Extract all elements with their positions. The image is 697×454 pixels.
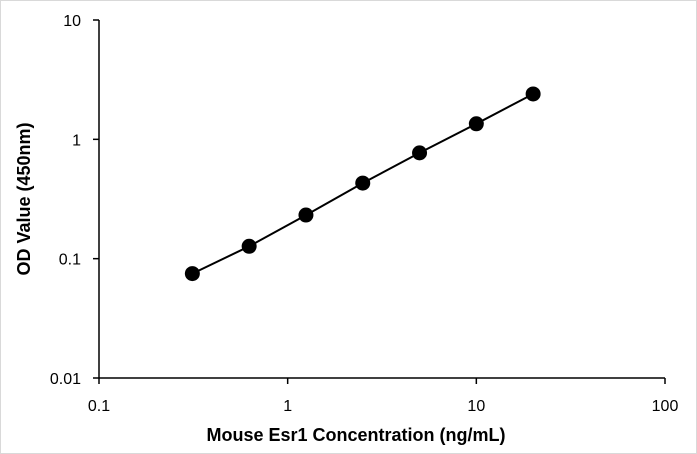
data-point	[355, 175, 371, 191]
y-tick-label: 10	[63, 13, 81, 30]
axes	[98, 20, 665, 379]
data-point	[298, 207, 314, 223]
y-tick-label: 1	[72, 132, 81, 149]
x-ticks: 0.1 1 10 100	[88, 378, 679, 415]
y-axis-title: OD Value (450nm)	[14, 122, 34, 275]
y-tick-label: 0.1	[59, 252, 81, 269]
data-point	[241, 238, 257, 254]
x-tick-label: 100	[652, 398, 679, 415]
data-point	[412, 145, 428, 161]
series-points	[184, 86, 541, 282]
y-tick-label: 0.01	[50, 371, 81, 388]
data-point	[468, 116, 484, 132]
x-tick-label: 10	[467, 398, 485, 415]
data-point	[184, 266, 200, 282]
x-tick-label: 1	[283, 398, 292, 415]
data-point	[525, 86, 541, 102]
x-tick-label: 0.1	[88, 398, 110, 415]
y-ticks: 0.01 0.1 1 10	[50, 13, 99, 388]
x-axis-title: Mouse Esr1 Concentration (ng/mL)	[206, 425, 505, 445]
